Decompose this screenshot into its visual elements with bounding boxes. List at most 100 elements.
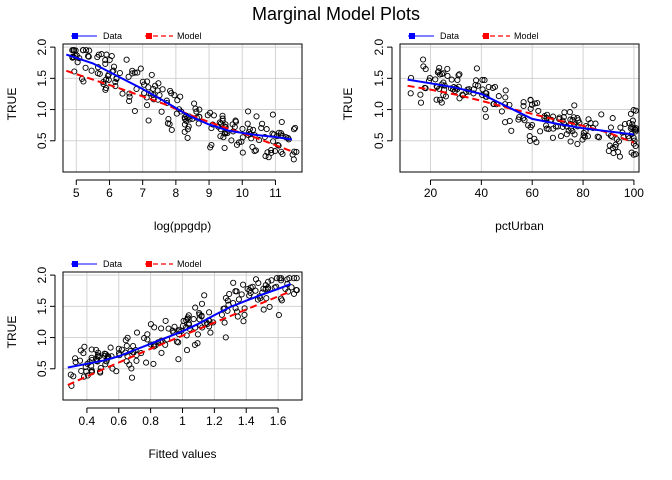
data-point bbox=[537, 128, 544, 135]
legend-model-label: Model bbox=[514, 31, 539, 41]
data-point bbox=[240, 318, 247, 325]
data-point bbox=[265, 284, 272, 291]
data-point bbox=[241, 311, 248, 318]
data-point bbox=[249, 283, 256, 290]
x-tick-label: 1.2 bbox=[206, 414, 223, 428]
data-point bbox=[607, 124, 614, 131]
data-point bbox=[206, 323, 213, 330]
data-point bbox=[290, 126, 298, 133]
x-tick-label: 5 bbox=[73, 186, 80, 200]
data-point bbox=[473, 77, 480, 84]
data-point bbox=[584, 133, 591, 140]
data-point bbox=[245, 108, 252, 115]
data-point bbox=[210, 112, 217, 119]
data-point bbox=[534, 99, 541, 107]
data-point bbox=[263, 126, 270, 133]
data-point bbox=[206, 309, 213, 316]
y-axis-title: TRUE bbox=[5, 88, 19, 121]
data-point bbox=[617, 124, 624, 131]
data-point bbox=[232, 117, 239, 124]
data-curve bbox=[67, 282, 292, 369]
x-tick-label: 6 bbox=[106, 186, 113, 200]
data-point bbox=[181, 115, 188, 122]
data-point bbox=[426, 74, 433, 82]
data-point bbox=[606, 142, 613, 149]
data-point bbox=[83, 47, 90, 54]
data-point bbox=[255, 279, 262, 287]
data-point bbox=[417, 91, 424, 98]
data-point bbox=[133, 329, 141, 336]
data-point bbox=[185, 312, 192, 319]
data-point bbox=[521, 117, 528, 124]
y-tick-label: 1.5 bbox=[35, 70, 49, 87]
y-axis-title: TRUE bbox=[5, 316, 19, 349]
data-point bbox=[498, 108, 505, 115]
data-point bbox=[86, 47, 93, 54]
data-point bbox=[527, 137, 534, 144]
data-point bbox=[527, 96, 534, 103]
data-point bbox=[174, 97, 181, 104]
data-point bbox=[535, 107, 542, 114]
data-point bbox=[115, 345, 122, 352]
data-point bbox=[557, 133, 565, 140]
data-point bbox=[185, 320, 192, 327]
data-curve bbox=[407, 78, 635, 136]
data-point bbox=[123, 56, 130, 63]
data-point bbox=[592, 120, 599, 127]
x-tick-label: 7 bbox=[139, 186, 146, 200]
data-point bbox=[221, 144, 228, 152]
data-point bbox=[145, 117, 152, 124]
x-tick-label: 10 bbox=[236, 186, 250, 200]
data-point bbox=[171, 92, 178, 99]
data-point bbox=[113, 368, 120, 375]
data-point bbox=[262, 153, 269, 160]
data-point bbox=[531, 100, 538, 107]
data-point bbox=[124, 334, 131, 341]
data-point bbox=[224, 297, 231, 304]
data-point bbox=[150, 91, 157, 99]
data-point bbox=[72, 355, 79, 362]
data-point bbox=[88, 67, 95, 74]
data-point bbox=[235, 296, 242, 303]
legend: Data Model bbox=[71, 259, 202, 269]
data-point bbox=[190, 316, 197, 323]
data-point bbox=[615, 148, 622, 156]
data-point bbox=[520, 99, 527, 106]
legend-data-marker bbox=[72, 33, 78, 39]
data-point bbox=[516, 114, 523, 121]
data-point bbox=[141, 81, 148, 88]
data-point bbox=[239, 149, 246, 156]
data-point bbox=[291, 148, 298, 155]
data-point bbox=[275, 311, 282, 319]
x-tick-label: 0.4 bbox=[79, 414, 96, 428]
data-point bbox=[569, 128, 576, 135]
data-point bbox=[632, 128, 639, 135]
data-point bbox=[145, 84, 152, 91]
data-point bbox=[293, 287, 300, 294]
x-tick-label: 60 bbox=[526, 186, 540, 200]
data-point bbox=[543, 125, 550, 132]
data-point bbox=[100, 81, 107, 88]
data-point bbox=[69, 47, 76, 54]
data-point bbox=[433, 96, 440, 103]
x-tick-label: 80 bbox=[576, 186, 590, 200]
data-point bbox=[565, 127, 572, 134]
data-point bbox=[165, 325, 172, 332]
x-tick-label: 40 bbox=[475, 186, 489, 200]
data-point bbox=[258, 124, 265, 132]
data-point bbox=[185, 123, 192, 130]
y-tick-label: 2.0 bbox=[35, 38, 49, 55]
data-point bbox=[72, 359, 79, 366]
data-point bbox=[198, 312, 205, 319]
data-point bbox=[563, 131, 570, 138]
data-point bbox=[581, 133, 588, 140]
data-point bbox=[244, 120, 251, 127]
data-point bbox=[473, 65, 480, 72]
data-point bbox=[173, 338, 180, 345]
data-point bbox=[533, 139, 540, 146]
model-curve bbox=[67, 290, 292, 386]
data-point bbox=[102, 57, 109, 64]
data-point bbox=[95, 349, 102, 356]
x-tick-label: 1 bbox=[179, 414, 186, 428]
data-point bbox=[288, 284, 295, 291]
